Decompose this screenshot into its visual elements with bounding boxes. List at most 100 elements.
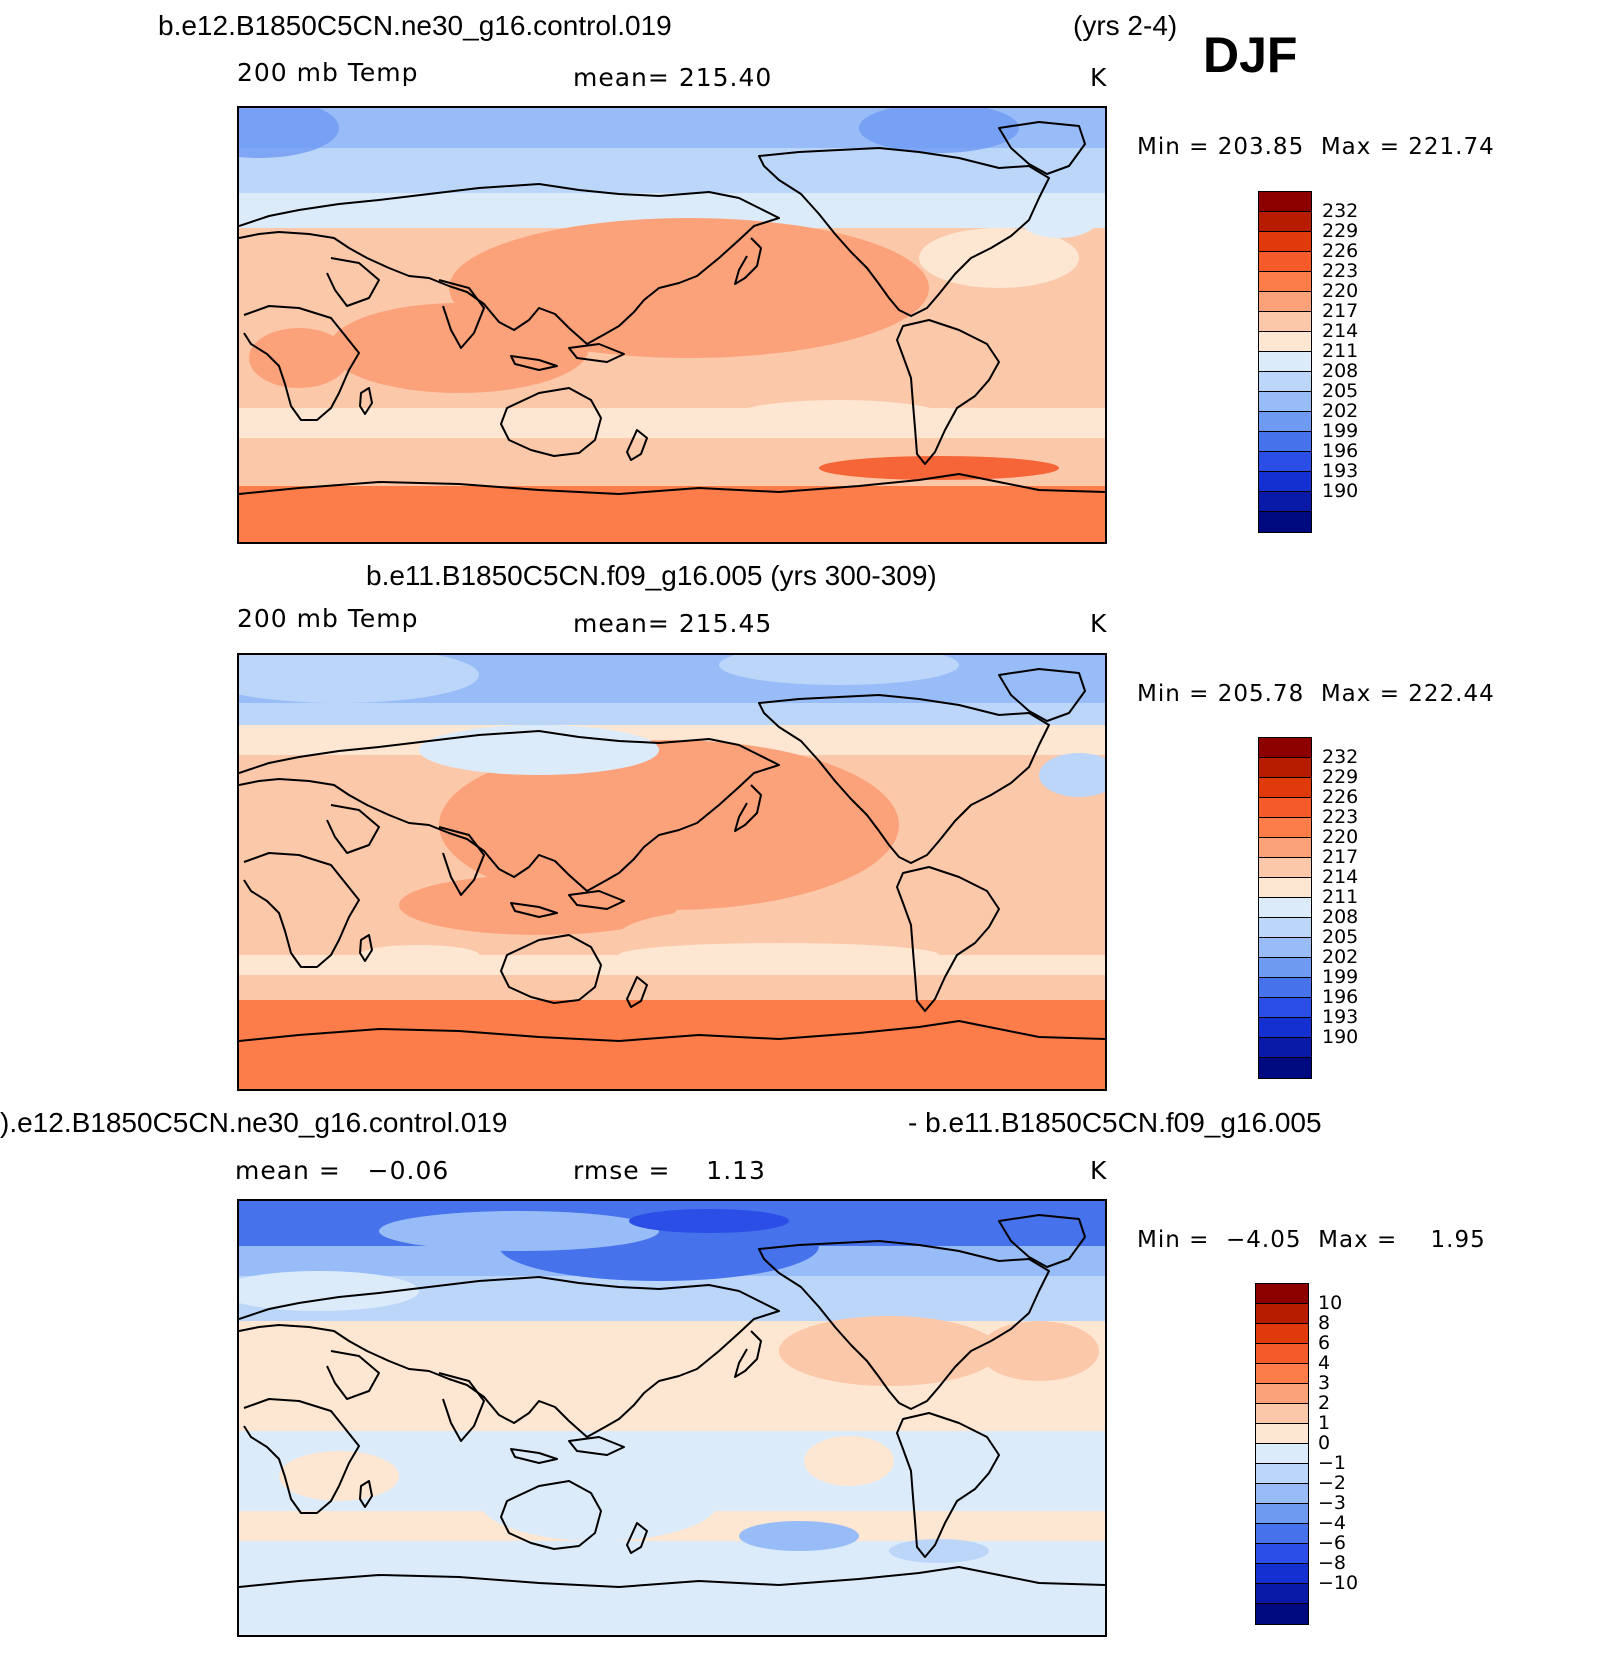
- panel3-rmse: rmse = 1.13: [573, 1156, 766, 1185]
- colorbar-tick-label: −1: [1318, 1452, 1347, 1474]
- colorbar-tick-label: 3: [1318, 1372, 1331, 1394]
- coastline: [734, 784, 762, 832]
- coastline: [510, 1448, 558, 1464]
- colorbar-tick-label: 217: [1322, 846, 1359, 868]
- coastlines: [239, 1214, 1105, 1588]
- colorbar-swatch: [1256, 1544, 1308, 1564]
- panel2-variable: 200 mb Temp: [237, 604, 419, 633]
- coastline: [326, 1350, 380, 1400]
- colorbar-swatch: [1259, 918, 1311, 938]
- coastline: [568, 343, 625, 363]
- contour-region: [239, 108, 339, 158]
- colorbar-swatch: [1259, 798, 1311, 818]
- case1-title: b.e12.B1850C5CN.ne30_g16.control.019: [158, 10, 672, 41]
- case2-title: b.e11.B1850C5CN.f09_g16.005 (yrs 300-309…: [366, 560, 937, 591]
- colorbar-tick-label: 208: [1322, 360, 1359, 382]
- colorbar-tick-label: 226: [1322, 786, 1359, 808]
- coastline: [758, 1240, 1050, 1410]
- contour-region: [859, 108, 1019, 153]
- colorbar-swatch: [1259, 512, 1311, 532]
- coastline: [896, 1412, 1000, 1558]
- colorbar-tick-label: 211: [1322, 340, 1359, 362]
- panel2-mean: mean= 215.45: [573, 609, 773, 638]
- coastline: [500, 1480, 602, 1550]
- coastline: [758, 694, 1050, 864]
- contour-region: [1019, 198, 1099, 238]
- coastline: [568, 1436, 625, 1456]
- colorbar-tick-label: 232: [1322, 746, 1359, 768]
- contour-region: [399, 875, 679, 935]
- coastline: [510, 355, 558, 371]
- contour-region: [819, 456, 1059, 480]
- colorbar-swatch: [1256, 1444, 1308, 1464]
- coastline: [359, 387, 373, 415]
- colorbar-swatch: [1259, 878, 1311, 898]
- contour-region: [739, 1521, 859, 1551]
- colorbar-swatch: [1259, 412, 1311, 432]
- contour-region: [419, 725, 659, 775]
- colorbar-swatch: [1256, 1484, 1308, 1504]
- colorbar-swatch: [1259, 272, 1311, 292]
- coastline: [998, 1214, 1086, 1268]
- contour-band: [239, 408, 1105, 438]
- colorbar-tick-label: 226: [1322, 240, 1359, 262]
- colorbar-swatch: [1259, 332, 1311, 352]
- coastline: [438, 279, 485, 349]
- colorbar-swatch: [1256, 1304, 1308, 1324]
- contour-region: [479, 1461, 719, 1541]
- coastline: [438, 1372, 485, 1442]
- colorbar-tick-label: 2: [1318, 1392, 1331, 1414]
- colorbar-tick-label: 223: [1322, 260, 1359, 282]
- colorbar-swatch: [1259, 1018, 1311, 1038]
- coastline: [500, 387, 602, 457]
- panel2-colorbar: [1258, 737, 1312, 1079]
- colorbar-tick-label: −8: [1318, 1552, 1347, 1574]
- diff-title-right: - b.e11.B1850C5CN.f09_g16.005: [908, 1107, 1322, 1138]
- coastline: [326, 804, 380, 854]
- panel3-minmax: Min = −4.05 Max = 1.95: [1137, 1227, 1486, 1253]
- colorbar-swatch: [1256, 1384, 1308, 1404]
- colorbar-swatch: [1259, 212, 1311, 232]
- colorbar-swatch: [1259, 738, 1311, 758]
- colorbar-tick-label: 229: [1322, 220, 1359, 242]
- contour-region: [239, 655, 479, 703]
- contour-region: [419, 408, 499, 428]
- coastline: [239, 473, 1105, 495]
- colorbar-swatch: [1259, 758, 1311, 778]
- coastline: [243, 852, 360, 968]
- contour-band: [239, 486, 1105, 542]
- contour-region: [329, 303, 589, 393]
- map-svg: [239, 655, 1105, 1089]
- panel3-units: K: [1090, 1156, 1108, 1185]
- coastlines: [239, 121, 1105, 495]
- colorbar-swatch: [1256, 1424, 1308, 1444]
- colorbar-tick-label: 193: [1322, 460, 1359, 482]
- contour-region: [779, 1316, 999, 1386]
- colorbar-swatch: [1259, 312, 1311, 332]
- coastline: [568, 890, 625, 910]
- colorbar-tick-label: 232: [1322, 200, 1359, 222]
- colorbar-swatch: [1259, 232, 1311, 252]
- contour-band: [239, 1000, 1105, 1089]
- contour-region: [804, 1436, 894, 1486]
- coastline: [626, 976, 648, 1008]
- colorbar-swatch: [1259, 452, 1311, 472]
- panel2-units: K: [1090, 609, 1108, 638]
- coastline: [626, 429, 648, 461]
- colorbar-swatch: [1259, 432, 1311, 452]
- colorbar-swatch: [1256, 1364, 1308, 1384]
- colorbar-tick-label: 214: [1322, 866, 1359, 888]
- colorbar-swatch: [1259, 1038, 1311, 1058]
- colorbar-swatch: [1256, 1324, 1308, 1344]
- colorbar-tick-label: 10: [1318, 1292, 1343, 1314]
- colorbar-tick-label: 199: [1322, 966, 1359, 988]
- contour-region: [359, 945, 479, 965]
- colorbar-swatch: [1259, 352, 1311, 372]
- colorbar-swatch: [1259, 192, 1311, 212]
- coastline: [510, 902, 558, 918]
- season-label: DJF: [1203, 27, 1298, 83]
- colorbar-tick-label: 220: [1322, 826, 1359, 848]
- panel1-map: [237, 106, 1107, 544]
- colorbar-swatch: [1256, 1504, 1308, 1524]
- diff-title-left: ).e12.B1850C5CN.ne30_g16.control.019: [0, 1107, 508, 1138]
